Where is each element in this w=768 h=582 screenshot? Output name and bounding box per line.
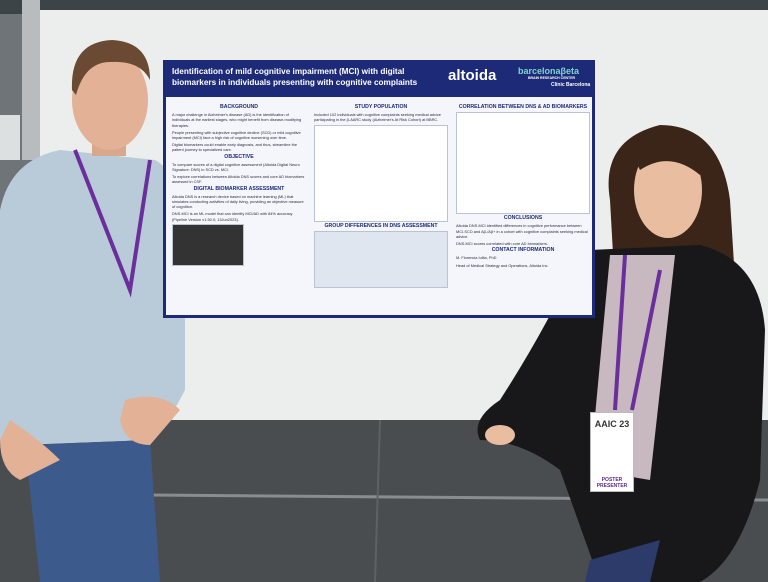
section: BACKGROUND A major challenge in Alzheime… bbox=[172, 104, 306, 153]
section: CONCLUSIONS Altoida DNS-MCI identified d… bbox=[456, 215, 590, 247]
correlation-plots bbox=[456, 112, 590, 215]
paragraph: People presenting with subjective cognit… bbox=[172, 129, 301, 141]
section-heading: CONTACT INFORMATION bbox=[491, 247, 555, 254]
group-difference-figure bbox=[314, 230, 448, 288]
poster-title-bar: Identification of mild cognitive impairm… bbox=[166, 63, 592, 97]
paragraph: A major challenge in Alzheimer's disease… bbox=[172, 112, 302, 128]
floor-seam bbox=[374, 419, 381, 582]
poster-column: BACKGROUND A major challenge in Alzheime… bbox=[172, 103, 306, 268]
woman-lanyard bbox=[613, 254, 662, 411]
section-heading: CONCLUSIONS bbox=[503, 215, 543, 222]
paragraph: Altoida DNS is a research device based o… bbox=[172, 193, 304, 210]
poster-title: Identification of mild cognitive impairm… bbox=[172, 67, 418, 87]
paragraph: Altoida DNS-MCI identified differences i… bbox=[456, 223, 588, 239]
section-heading: GROUP DIFFERENCES IN DNS ASSESSMENT bbox=[324, 222, 438, 229]
research-poster: Identification of mild cognitive impairm… bbox=[163, 60, 595, 318]
woman-head bbox=[634, 142, 702, 238]
side-panel bbox=[0, 115, 20, 160]
conference-badge: AAIC 23 POSTER PRESENTER bbox=[590, 412, 634, 492]
man-head bbox=[72, 50, 148, 150]
man-lanyard bbox=[73, 149, 152, 298]
woman-fringe bbox=[630, 135, 705, 175]
paragraph: To explore correlations between Altoida … bbox=[172, 174, 305, 185]
section-heading: CORRELATION BETWEEN DNS & AD BIOMARKERS bbox=[458, 104, 588, 110]
paragraph: Digital biomarkers could enable early di… bbox=[172, 142, 298, 153]
paragraph: M. Florencia Iulita, PhD bbox=[456, 255, 497, 261]
woman-hand bbox=[485, 425, 515, 445]
section: CONTACT INFORMATION M. Florencia Iulita,… bbox=[456, 248, 590, 268]
poster-column: STUDY POPULATION Included 102 individual… bbox=[314, 103, 448, 290]
demographics-table bbox=[314, 124, 448, 222]
section-heading: OBJECTIVE bbox=[224, 153, 254, 160]
paragraph: DNS-MCI scores correlated with core AD b… bbox=[456, 241, 548, 247]
man-hair bbox=[71, 40, 150, 95]
badge-event: AAIC 23 bbox=[594, 419, 630, 429]
man-jeans bbox=[25, 440, 160, 582]
section: OBJECTIVE To compare scores of a digital… bbox=[172, 153, 306, 185]
badge-role: POSTER PRESENTER bbox=[596, 477, 628, 489]
logo-barcelonabeta: barcelonaβeta bbox=[518, 66, 580, 76]
section-heading: BACKGROUND bbox=[219, 104, 259, 110]
paragraph: Included 102 individuals with cognitive … bbox=[314, 112, 441, 123]
paragraph: To compare scores of a digital cognitive… bbox=[172, 161, 300, 173]
section-heading: DIGITAL BIOMARKER ASSESSMENT bbox=[193, 185, 285, 192]
app-screenshots bbox=[172, 223, 244, 266]
section-heading: STUDY POPULATION bbox=[354, 104, 408, 110]
logo-altoida: altoida bbox=[448, 67, 497, 84]
man-hand bbox=[0, 420, 60, 480]
logo-clinic: Clínic Barcelona bbox=[551, 82, 591, 88]
woman-jeans bbox=[585, 540, 660, 582]
poster-column: CORRELATION BETWEEN DNS & AD BIOMARKERS … bbox=[456, 103, 590, 270]
man-hand bbox=[120, 396, 180, 445]
section: GROUP DIFFERENCES IN DNS ASSESSMENT bbox=[314, 222, 448, 288]
paragraph: Head of Medical Strategy and Operations,… bbox=[456, 262, 549, 268]
logo-subtitle: BRAIN RESEARCH CENTER bbox=[528, 76, 576, 80]
pillar bbox=[22, 0, 40, 160]
section: STUDY POPULATION Included 102 individual… bbox=[314, 104, 448, 222]
paragraph: DNS-MCI is an ML model that can identify… bbox=[172, 211, 293, 222]
section: CORRELATION BETWEEN DNS & AD BIOMARKERS bbox=[456, 104, 590, 215]
section: DIGITAL BIOMARKER ASSESSMENT Altoida DNS… bbox=[172, 185, 306, 266]
